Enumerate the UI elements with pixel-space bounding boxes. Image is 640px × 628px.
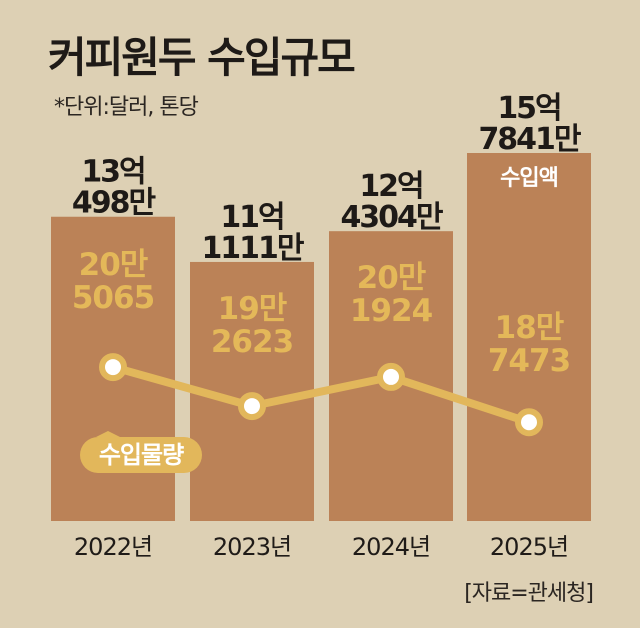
line-value-label-top-2024년: 20만 xyxy=(357,260,426,296)
chart-title: 커피원두 수입규모 xyxy=(48,33,356,82)
bar-value-label-top-2022년: 13억 xyxy=(81,155,144,190)
chart-subtitle: *단위:달러, 톤당 xyxy=(54,95,199,120)
line-point-2022년 xyxy=(99,353,127,382)
legend-label: 수입물량 xyxy=(99,441,184,469)
line-point-2024년 xyxy=(377,362,405,391)
line-value-label-top-2025년: 18만 xyxy=(495,310,564,346)
line-point-2023년 xyxy=(238,392,266,421)
line-value-label-bottom-2022년: 5065 xyxy=(72,280,154,316)
bar-value-label-bottom-2022년: 498만 xyxy=(72,186,157,221)
bar-value-label-bottom-2023년: 1111만 xyxy=(201,231,304,266)
legend-pill xyxy=(80,437,202,473)
bar-2025년 xyxy=(467,153,591,521)
line-value-label-bottom-2025년: 7473 xyxy=(488,343,570,379)
chart-source: [자료=관세청] xyxy=(464,581,594,606)
series-line-수입물량 xyxy=(109,363,533,427)
line-series-legend: 수입물량 xyxy=(80,431,202,473)
x-tick-label: 2025년 xyxy=(490,533,568,561)
line-value-label-top-2022년: 20만 xyxy=(79,247,148,283)
bar-series-badge: 수입액 xyxy=(500,166,559,191)
bar-value-label-top-2025년: 15억 xyxy=(497,91,560,126)
bar-value-label-bottom-2024년: 4304만 xyxy=(340,200,443,235)
bar-value-label-top-2023년: 11억 xyxy=(220,200,283,235)
x-tick-label: 2024년 xyxy=(352,533,430,561)
x-tick-label: 2022년 xyxy=(74,533,152,561)
x-axis-labels: 2022년 2023년 2024년 2025년 xyxy=(74,533,569,561)
x-tick-label: 2023년 xyxy=(213,533,291,561)
line-point-2025년 xyxy=(515,408,543,437)
bar-series-badge-label: 수입액 xyxy=(500,166,558,191)
line-group xyxy=(99,353,543,437)
line-value-label-bottom-2023년: 2623 xyxy=(211,324,293,360)
legend-pointer xyxy=(96,431,120,437)
line-value-label-top-2023년: 19만 xyxy=(218,291,287,327)
line-value-label-bottom-2024년: 1924 xyxy=(350,293,433,329)
bar-value-label-bottom-2025년: 7841만 xyxy=(478,122,581,157)
bar-value-label-top-2024년: 12억 xyxy=(359,169,422,204)
